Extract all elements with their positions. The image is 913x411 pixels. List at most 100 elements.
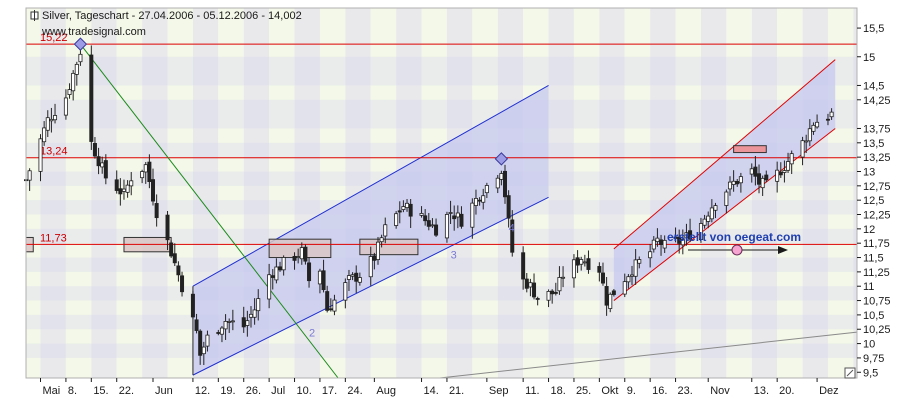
x-tick-label: 14.	[424, 385, 439, 397]
week-stripe	[751, 8, 778, 378]
candle-body	[194, 319, 199, 331]
candle-body	[321, 270, 326, 291]
x-tick-label: 8.	[68, 385, 77, 397]
y-tick-label: 12,25	[863, 210, 891, 222]
x-tick-label: 20.	[779, 385, 794, 397]
candle-body	[727, 181, 732, 190]
y-tick-label: 12,5	[863, 195, 884, 207]
candle-body	[172, 253, 177, 264]
candle-body	[484, 185, 489, 194]
candle-body	[455, 212, 460, 218]
candle-body	[680, 239, 685, 246]
candle-body	[317, 270, 322, 285]
candle-body	[292, 255, 297, 261]
wave-label: 4	[509, 223, 515, 235]
candle-body	[724, 191, 729, 206]
y-tick-label: 10,25	[863, 324, 891, 336]
week-stripe	[853, 8, 857, 378]
candle-body	[140, 171, 145, 179]
candle-body	[713, 205, 718, 211]
candle-body	[807, 128, 812, 142]
x-tick-label: 25.	[576, 385, 591, 397]
candle-body	[571, 259, 576, 279]
y-tick-label: 13,25	[863, 152, 891, 164]
candle-body	[738, 176, 743, 184]
candle-body	[96, 156, 101, 167]
candle-body	[786, 161, 791, 171]
candle-body	[633, 259, 638, 277]
candle-body	[521, 252, 526, 280]
candle-body	[448, 212, 453, 214]
candle-body	[825, 118, 830, 121]
candle-body	[637, 259, 642, 264]
candle-body	[296, 256, 301, 258]
y-tick-label: 14,25	[863, 95, 891, 107]
x-tick-label: Okt	[601, 385, 618, 397]
candle-body	[401, 206, 406, 210]
candle-body	[154, 203, 159, 219]
candle-body	[299, 247, 304, 260]
candle-body	[216, 332, 221, 334]
x-tick-label: 16.	[652, 385, 667, 397]
trend-line	[80, 43, 339, 379]
credit-text: erstellt von oegeat.com	[667, 230, 801, 244]
week-stripe	[624, 8, 651, 378]
candle-body	[245, 320, 250, 326]
candle-body	[307, 262, 312, 282]
x-tick-label: Jun	[155, 385, 173, 397]
candle-body	[357, 277, 362, 283]
candle-body	[176, 265, 181, 276]
resize-handle-mark	[846, 369, 854, 377]
candle-body	[757, 173, 762, 185]
candle-body	[459, 213, 464, 227]
y-tick-label: 10,75	[863, 296, 891, 308]
y-tick-label: 15	[863, 52, 875, 64]
candle-body	[78, 53, 83, 63]
candle-body	[499, 173, 504, 180]
candle-body	[45, 117, 50, 131]
candle-body	[423, 215, 428, 222]
candle-body	[198, 330, 203, 356]
candle-body	[749, 168, 754, 175]
y-tick-label: 14,5	[863, 80, 884, 92]
y-tick-label: 13,75	[863, 123, 891, 135]
candle-body	[684, 232, 689, 239]
x-tick-label: 19.	[220, 385, 235, 397]
candle-body	[394, 213, 399, 226]
candle-body	[789, 153, 794, 165]
candle-body	[662, 239, 667, 249]
x-tick-label: 12.	[195, 385, 210, 397]
candle-body	[698, 223, 703, 241]
candle-body	[655, 237, 660, 242]
candle-body	[677, 236, 682, 244]
candle-body	[383, 224, 388, 237]
y-tick-label: 11,75	[863, 238, 890, 250]
x-tick-label: Nov	[710, 385, 730, 397]
candle-body	[165, 214, 170, 241]
candle-body	[760, 177, 765, 189]
candle-body	[622, 281, 627, 295]
level-label: 15,22	[40, 32, 68, 44]
y-tick-label: 10	[863, 339, 875, 351]
candle-body	[651, 239, 656, 250]
chart-title: Silver, Tageschart - 27.04.2006 - 05.12.…	[42, 10, 302, 22]
candle-body	[434, 224, 439, 236]
candle-body	[815, 121, 820, 128]
candle-body	[325, 291, 330, 311]
y-tick-label: 9,5	[863, 367, 878, 379]
candle-body	[503, 170, 508, 198]
candle-body	[688, 230, 693, 240]
candle-body	[811, 124, 816, 132]
candle-body	[426, 220, 431, 227]
candle-body	[735, 181, 740, 185]
candle-body	[267, 274, 272, 300]
candle-body	[147, 161, 152, 183]
channel-upper-blue	[192, 85, 549, 287]
x-tick-label: 18.	[551, 385, 566, 397]
price-band	[26, 286, 857, 301]
candle-body	[303, 246, 308, 262]
candle-body	[782, 170, 787, 173]
x-tick-label: 15.	[93, 385, 108, 397]
x-tick-label: Aug	[376, 385, 396, 397]
